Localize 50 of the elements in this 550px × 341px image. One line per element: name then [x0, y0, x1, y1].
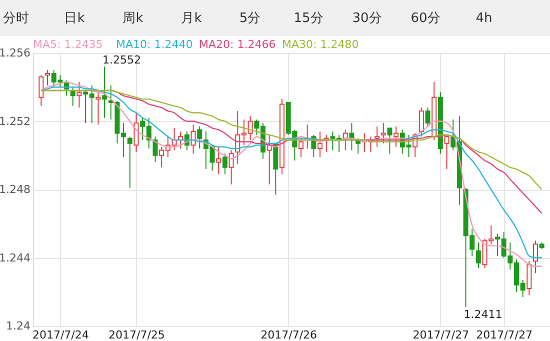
candlestick [222, 153, 228, 175]
candlestick [127, 136, 132, 188]
text: 15分 [294, 11, 324, 26]
text: 60分 [410, 11, 440, 26]
x-tick-label: 2017/7/27 [412, 328, 470, 341]
candlestick [532, 240, 538, 274]
x-tick-label: 2017/7/25 [108, 328, 165, 341]
y-tick-label: 1.252 [0, 114, 30, 128]
candlestick [476, 242, 481, 268]
candlestick [387, 128, 392, 154]
candlestick [425, 107, 430, 127]
candlestick [190, 124, 196, 154]
x-tick-label: 2017/7/24 [32, 328, 89, 341]
text: 周k [122, 11, 144, 26]
candlestick [526, 260, 532, 296]
candlestick [45, 70, 50, 86]
text: 月k [181, 11, 202, 26]
text: 日k [64, 11, 86, 26]
candlestick [394, 126, 399, 148]
candlestick [38, 74, 44, 106]
candlestick [418, 107, 424, 138]
text: MA30: 1.2480 [282, 38, 359, 51]
candlestick [444, 134, 450, 170]
x-tick-label: 2017/7/26 [260, 328, 318, 341]
text: 4h [476, 11, 492, 26]
y-tick-label: 1.244 [0, 251, 30, 264]
candlestick [374, 126, 380, 148]
candlestick [134, 112, 139, 152]
candlestick [197, 126, 202, 150]
text: 30分 [352, 11, 382, 26]
candlestick [216, 146, 222, 175]
annotation: 1.2552 [102, 54, 142, 67]
text: MA5: 1.2435 [33, 38, 103, 51]
candlestick [228, 150, 234, 185]
x-tick-label: 2017/7/27 [476, 328, 533, 341]
y-tick-label: 1.24 [6, 320, 30, 332]
annotation: 1.2411 [464, 308, 502, 322]
text: 分时 [3, 11, 29, 26]
candlestick [380, 122, 386, 144]
candlestick [298, 138, 304, 158]
text: MA20: 1.2466 [199, 38, 276, 51]
y-tick-label: 1.248 [0, 183, 30, 196]
text: 5分 [239, 11, 261, 26]
candlestick [102, 66, 108, 118]
candlestick [318, 130, 323, 158]
y-tick-label: 1.256 [0, 46, 30, 60]
candlestick [152, 136, 158, 163]
text: MA10: 1.2440 [116, 38, 193, 51]
candlestick [76, 82, 82, 108]
candlestick [96, 92, 101, 126]
